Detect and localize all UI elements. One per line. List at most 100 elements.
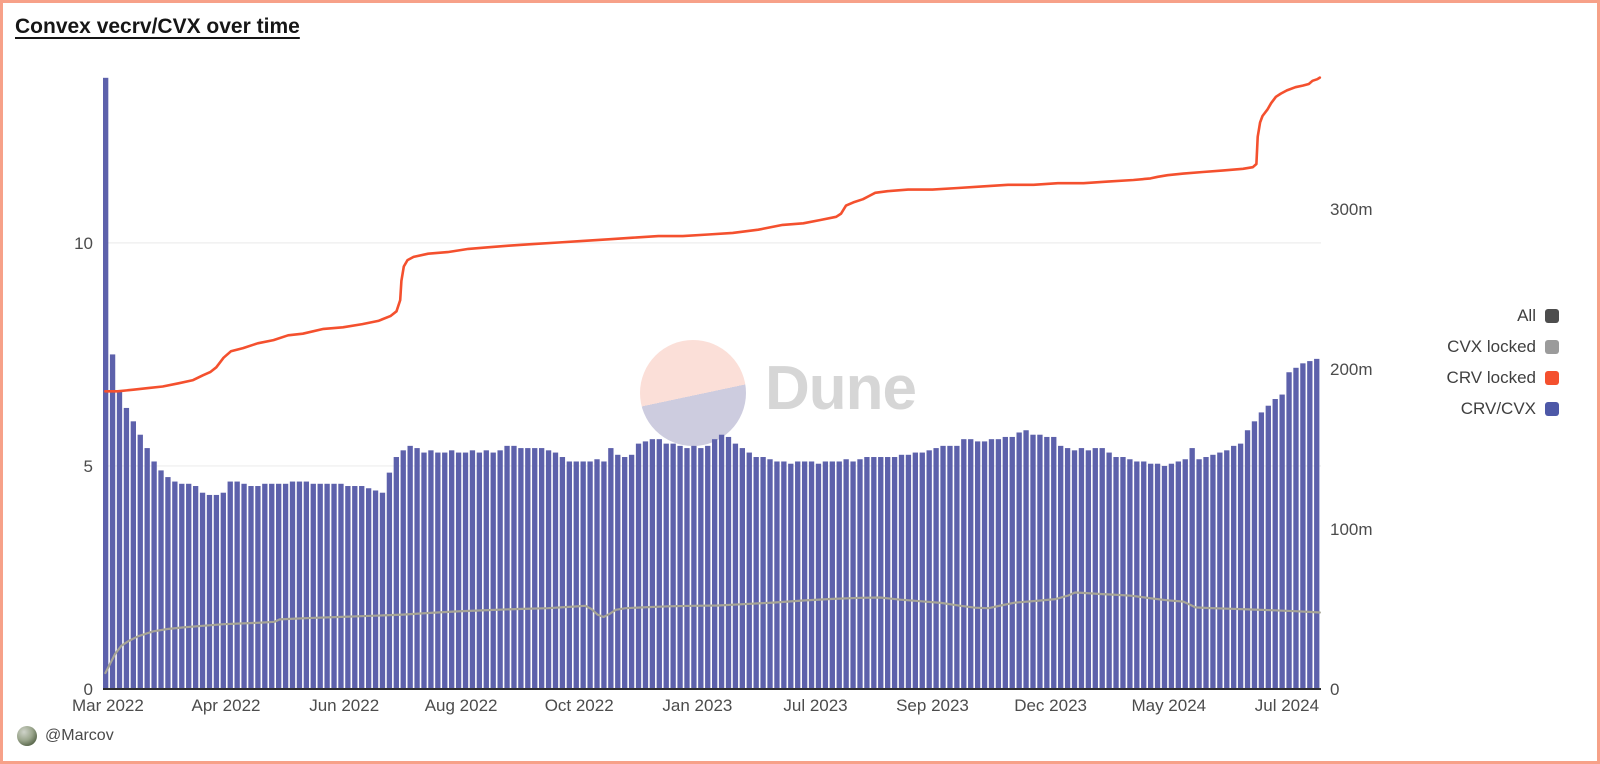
- bar-crv-cvx: [1203, 457, 1209, 689]
- bar-crv-cvx: [310, 483, 316, 689]
- cvx-locked-line: [104, 591, 1321, 675]
- legend-item-crv-locked[interactable]: CRV locked: [1447, 368, 1559, 388]
- bar-crv-cvx: [199, 492, 206, 689]
- bar-crv-cvx: [518, 448, 524, 689]
- bar-crv-cvx: [1030, 434, 1036, 689]
- bar-crv-cvx: [165, 477, 171, 689]
- bar-crv-cvx: [808, 461, 815, 689]
- bar-crv-cvx: [739, 448, 745, 689]
- x-axis-tick: Jan 2023: [662, 696, 732, 715]
- bar-crv-cvx: [712, 439, 718, 689]
- bar-crv-cvx: [289, 481, 296, 689]
- dune-logo-icon: [640, 340, 746, 446]
- legend-item-all[interactable]: All: [1517, 306, 1559, 326]
- legend-swatch-cvx-locked: [1545, 340, 1559, 354]
- chart-canvas: 0 5 10 0 100m 200m 300m Mar 2022 Apr 2022 Jun 202…: [72, 76, 1373, 715]
- bar-crv-cvx: [857, 459, 863, 689]
- bar-crv-cvx: [1244, 430, 1251, 689]
- bar-crv-cvx: [1258, 412, 1265, 689]
- bar-crv-cvx: [1051, 436, 1057, 689]
- author-handle[interactable]: @Marcov: [45, 727, 114, 744]
- bar-crv-cvx: [1182, 459, 1188, 689]
- bar-crv-cvx: [608, 448, 614, 689]
- bar-crv-cvx: [774, 461, 780, 689]
- bar-crv-cvx: [981, 441, 988, 689]
- bar-crv-cvx: [1085, 450, 1092, 689]
- y-axis-tick-right: 100m: [1330, 520, 1373, 539]
- bar-crv-cvx: [324, 483, 330, 689]
- bar-crv-cvx: [628, 454, 635, 689]
- x-axis-tick: Aug 2022: [425, 696, 498, 715]
- bar-crv-cvx: [871, 457, 877, 689]
- bar-crv-cvx: [525, 448, 531, 689]
- bar-crv-cvx: [885, 457, 891, 689]
- bar-crv-cvx: [109, 354, 116, 689]
- dune-watermark-text: Dune: [765, 354, 917, 423]
- bar-crv-cvx: [1106, 452, 1112, 689]
- bar-crv-cvx: [511, 445, 517, 689]
- bar-crv-cvx: [504, 445, 510, 689]
- bar-crv-cvx: [1224, 450, 1230, 689]
- bar-crv-cvx: [1002, 436, 1008, 689]
- legend-item-crv-cvx[interactable]: CRV/CVX: [1461, 399, 1559, 419]
- y-axis-tick-right: 200m: [1330, 360, 1373, 379]
- bar-crv-cvx: [1231, 445, 1237, 689]
- y-axis-tick-left: 5: [84, 457, 93, 476]
- bar-crv-cvx: [615, 454, 621, 689]
- bar-crv-cvx: [1058, 445, 1064, 689]
- bar-crv-cvx: [296, 481, 303, 689]
- bar-crv-cvx: [1127, 459, 1133, 689]
- bar-crv-cvx: [1134, 461, 1140, 689]
- bar-crv-cvx: [455, 452, 462, 689]
- bar-crv-cvx: [691, 445, 697, 689]
- bar-crv-cvx: [269, 483, 275, 689]
- bar-crv-cvx: [974, 441, 981, 689]
- bar-crv-cvx: [442, 452, 448, 689]
- bar-crv-cvx: [573, 461, 579, 689]
- bar-crv-cvx: [1161, 465, 1168, 689]
- bar-crv-cvx: [137, 434, 143, 689]
- bar-crv-cvx: [947, 445, 953, 689]
- bar-crv-cvx: [435, 452, 441, 689]
- avatar: [17, 726, 37, 746]
- bar-crv-cvx: [905, 454, 912, 689]
- legend-swatch-crv-cvx: [1545, 402, 1559, 416]
- bar-crv-cvx: [1300, 363, 1306, 689]
- x-axis-tick: Mar 2022: [72, 696, 144, 715]
- legend-label: CRV locked: [1446, 368, 1536, 387]
- bar-crv-cvx: [649, 439, 656, 689]
- bar-crv-cvx: [421, 452, 427, 689]
- bar-crv-cvx: [1196, 459, 1202, 689]
- y-axis-tick-right: 300m: [1330, 200, 1373, 219]
- bar-crv-cvx: [116, 390, 123, 689]
- bar-crv-cvx: [795, 461, 801, 689]
- bar-crv-cvx: [1016, 432, 1022, 689]
- bar-crv-cvx: [192, 486, 199, 689]
- bar-crv-cvx: [1210, 454, 1216, 689]
- bar-crv-cvx: [345, 486, 351, 689]
- x-axis-tick: Oct 2022: [545, 696, 614, 715]
- bar-crv-cvx: [635, 443, 642, 689]
- bar-crv-cvx: [566, 461, 572, 689]
- bar-crv-cvx: [601, 461, 607, 689]
- bar-crv-cvx: [1141, 461, 1147, 689]
- bar-crv-cvx: [255, 486, 261, 689]
- bar-crv-cvx: [815, 463, 822, 689]
- bar-crv-cvx: [449, 450, 455, 689]
- bar-crv-cvx: [400, 450, 406, 689]
- bar-crv-cvx: [393, 457, 399, 689]
- bar-crv-cvx: [705, 445, 711, 689]
- y-axis-tick-left: 10: [74, 234, 93, 253]
- bar-crv-cvx: [428, 450, 434, 689]
- legend-item-cvx-locked[interactable]: CVX locked: [1447, 337, 1559, 357]
- bar-crv-cvx: [386, 472, 393, 689]
- bar-crv-cvx: [303, 481, 310, 689]
- bar-crv-cvx: [379, 492, 386, 689]
- bar-crv-cvx: [1168, 463, 1175, 689]
- bar-crv-cvx: [1009, 436, 1015, 689]
- bar-crv-cvx: [864, 457, 870, 689]
- page-title: Convex vecrv/CVX over time: [15, 15, 300, 38]
- bar-crv-cvx: [234, 481, 240, 689]
- bar-crv-cvx: [545, 450, 552, 689]
- bar-crv-cvx: [1314, 358, 1320, 689]
